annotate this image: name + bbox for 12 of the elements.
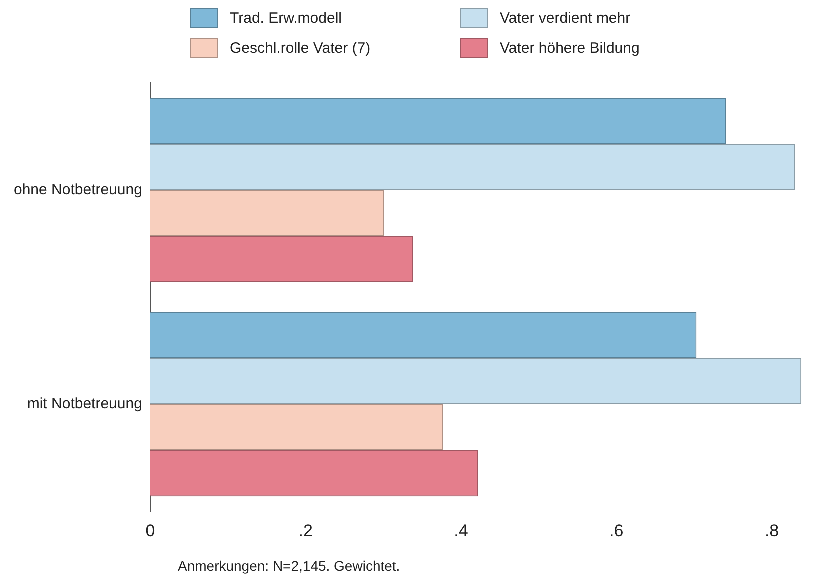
legend-label: Vater höhere Bildung [500, 40, 640, 56]
x-tick-label: .6 [610, 521, 624, 540]
x-tick-label: .8 [764, 521, 780, 540]
y-tick-label: ohne Notbetreuung [14, 181, 142, 198]
y-tick-label: mit Notbetreuung [27, 396, 142, 413]
x-tick-label: .4 [454, 521, 468, 540]
x-tick-label: .2 [298, 521, 313, 540]
legend-label: Trad. Erw.modell [230, 10, 342, 26]
legend-label: Vater verdient mehr [500, 10, 631, 26]
x-tick-label: 0 [146, 521, 156, 540]
legend-label: Geschl.rolle Vater (7) [230, 40, 371, 56]
text: Anmerkungen: N=2,145. Gewichtet. [178, 558, 400, 574]
